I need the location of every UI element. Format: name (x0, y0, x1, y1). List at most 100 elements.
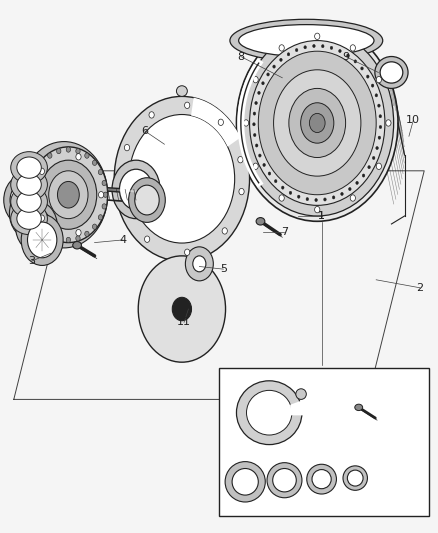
Circle shape (184, 102, 190, 109)
Circle shape (332, 196, 335, 199)
Circle shape (367, 75, 369, 78)
Circle shape (313, 44, 315, 47)
Circle shape (304, 46, 307, 49)
Ellipse shape (241, 30, 394, 216)
Circle shape (306, 198, 309, 201)
Text: 7: 7 (281, 227, 288, 237)
Circle shape (255, 101, 258, 104)
Circle shape (274, 180, 277, 183)
Ellipse shape (20, 142, 108, 248)
Circle shape (279, 195, 284, 201)
Text: 3: 3 (28, 256, 35, 266)
Ellipse shape (239, 25, 374, 56)
Circle shape (48, 231, 52, 237)
Ellipse shape (11, 203, 47, 235)
Circle shape (314, 206, 320, 213)
Circle shape (76, 148, 80, 154)
Text: 5: 5 (220, 264, 227, 274)
Circle shape (297, 195, 300, 198)
Circle shape (378, 136, 381, 139)
Circle shape (29, 192, 33, 197)
Ellipse shape (185, 247, 213, 281)
Circle shape (102, 204, 106, 209)
Circle shape (30, 180, 35, 185)
Circle shape (40, 160, 44, 165)
Circle shape (102, 180, 106, 185)
Circle shape (255, 144, 258, 147)
Ellipse shape (15, 201, 57, 252)
Ellipse shape (232, 469, 258, 495)
Circle shape (289, 191, 292, 195)
Ellipse shape (120, 169, 152, 209)
Circle shape (379, 125, 382, 128)
Circle shape (99, 191, 104, 198)
Circle shape (295, 49, 298, 52)
Circle shape (356, 181, 358, 184)
Ellipse shape (258, 51, 376, 195)
Ellipse shape (237, 381, 302, 445)
Text: 2: 2 (416, 283, 424, 293)
Ellipse shape (17, 208, 41, 229)
Circle shape (57, 236, 61, 241)
Bar (219, 368, 428, 516)
Ellipse shape (11, 152, 47, 183)
Ellipse shape (237, 25, 398, 221)
Ellipse shape (73, 241, 81, 249)
Text: 9: 9 (342, 52, 349, 61)
Circle shape (261, 82, 264, 85)
Ellipse shape (16, 196, 45, 231)
Circle shape (362, 174, 365, 177)
Circle shape (239, 188, 244, 195)
Ellipse shape (172, 297, 191, 321)
Circle shape (85, 153, 89, 158)
Circle shape (386, 120, 391, 126)
Circle shape (92, 224, 97, 229)
Ellipse shape (57, 181, 79, 208)
Ellipse shape (312, 470, 331, 489)
Circle shape (339, 50, 341, 53)
Circle shape (354, 60, 357, 63)
Circle shape (244, 120, 249, 126)
Ellipse shape (380, 62, 403, 83)
Circle shape (149, 112, 154, 118)
Ellipse shape (129, 177, 165, 222)
Circle shape (98, 215, 102, 220)
Ellipse shape (273, 469, 296, 492)
Circle shape (267, 73, 269, 76)
Polygon shape (290, 399, 305, 415)
Circle shape (315, 198, 318, 201)
Circle shape (361, 67, 363, 70)
Circle shape (376, 76, 381, 83)
Text: 6: 6 (141, 126, 148, 136)
Circle shape (184, 249, 190, 255)
Circle shape (121, 195, 126, 201)
Ellipse shape (28, 222, 57, 258)
Ellipse shape (230, 19, 383, 62)
Circle shape (279, 45, 284, 51)
Circle shape (349, 188, 351, 191)
Circle shape (253, 112, 256, 115)
Circle shape (76, 154, 81, 160)
Circle shape (282, 186, 284, 189)
Circle shape (314, 33, 320, 39)
Text: 8: 8 (237, 52, 244, 61)
Circle shape (258, 154, 261, 157)
Ellipse shape (296, 389, 306, 399)
Text: 1: 1 (318, 211, 325, 221)
Circle shape (273, 65, 276, 68)
Ellipse shape (114, 96, 250, 261)
Ellipse shape (17, 174, 41, 195)
Ellipse shape (4, 174, 46, 225)
Ellipse shape (129, 115, 235, 243)
Ellipse shape (49, 171, 88, 219)
Circle shape (253, 123, 255, 126)
Ellipse shape (135, 185, 159, 215)
Circle shape (76, 230, 81, 236)
Circle shape (66, 237, 71, 243)
Circle shape (48, 153, 52, 158)
Circle shape (375, 94, 378, 97)
Ellipse shape (309, 114, 325, 133)
Ellipse shape (177, 86, 187, 96)
Text: 10: 10 (406, 115, 420, 125)
Circle shape (76, 236, 80, 241)
